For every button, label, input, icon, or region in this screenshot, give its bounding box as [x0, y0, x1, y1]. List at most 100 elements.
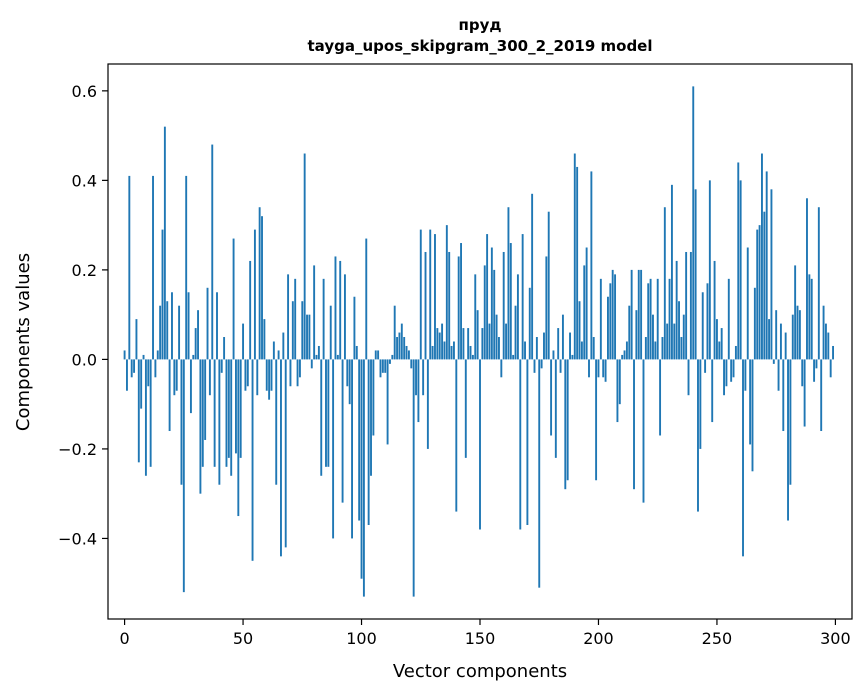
bar — [377, 350, 380, 360]
bar — [405, 345, 408, 360]
bar — [777, 359, 780, 391]
bar — [353, 296, 356, 360]
bar — [588, 359, 590, 378]
bar — [642, 359, 645, 503]
bar — [320, 359, 323, 476]
bar — [339, 260, 342, 360]
bar — [140, 359, 143, 409]
bar — [128, 175, 131, 360]
bar — [820, 359, 823, 432]
bar — [796, 305, 799, 360]
bar — [239, 359, 242, 458]
bar — [590, 171, 593, 360]
bar — [426, 359, 429, 449]
bar — [507, 207, 510, 360]
bar — [697, 359, 699, 512]
bar — [557, 328, 560, 360]
bar — [500, 359, 503, 378]
bar — [419, 229, 422, 360]
bar — [753, 287, 756, 360]
bar — [154, 359, 157, 378]
bar — [270, 359, 273, 391]
bar — [133, 359, 136, 373]
bar — [502, 251, 505, 360]
x-axis-label: Vector components — [393, 661, 567, 682]
bar — [761, 153, 763, 360]
bar — [182, 359, 185, 593]
bar — [618, 359, 621, 405]
bar — [263, 319, 266, 360]
bar — [211, 144, 214, 360]
bar — [194, 328, 197, 360]
bar — [630, 269, 633, 360]
x-tick-label: 0 — [119, 629, 129, 648]
bar — [720, 328, 723, 360]
bar — [666, 323, 669, 360]
bar — [604, 359, 607, 382]
bar — [464, 359, 467, 458]
bar — [652, 314, 654, 360]
bar — [230, 359, 233, 476]
bar — [763, 211, 766, 360]
bar — [374, 350, 377, 360]
x-tick-label: 300 — [820, 629, 851, 648]
bar — [749, 359, 752, 445]
bar — [744, 359, 747, 391]
bar — [715, 319, 718, 360]
y-tick-label: 0.2 — [72, 261, 97, 280]
bar — [313, 265, 316, 360]
bar — [218, 359, 221, 485]
bar — [571, 354, 574, 360]
bar — [367, 359, 370, 525]
bar — [663, 207, 666, 360]
bar — [365, 238, 368, 360]
bar — [370, 359, 372, 476]
bar — [832, 345, 834, 360]
bar — [533, 359, 536, 373]
bar — [602, 359, 605, 378]
bar — [336, 354, 339, 360]
bar — [623, 350, 626, 360]
bar — [668, 278, 671, 360]
bar — [322, 278, 325, 360]
bar — [564, 359, 567, 490]
bar — [794, 265, 797, 360]
bar — [647, 283, 650, 360]
chart-subtitle: tayga_upos_skipgram_300_2_2019 model — [308, 37, 653, 55]
bar — [213, 359, 216, 467]
bar — [130, 359, 133, 378]
bar — [173, 359, 176, 396]
bar — [403, 337, 406, 360]
bar — [163, 126, 166, 360]
y-tick-label: 0.6 — [72, 82, 97, 101]
bar — [199, 359, 202, 494]
bar — [490, 247, 493, 360]
bar — [372, 359, 375, 436]
bar — [175, 359, 178, 391]
bar — [362, 359, 365, 597]
bar — [514, 305, 517, 360]
x-tick-label: 200 — [583, 629, 614, 648]
bar — [294, 278, 297, 360]
bar — [673, 323, 676, 360]
bar — [156, 350, 159, 360]
bar — [232, 238, 235, 360]
bar — [758, 225, 761, 360]
bar — [787, 359, 789, 521]
bar — [813, 359, 816, 382]
bar — [242, 323, 245, 360]
bar — [434, 234, 436, 360]
bar — [585, 247, 588, 360]
bar — [815, 359, 818, 369]
bar — [246, 359, 249, 387]
bar — [204, 359, 207, 440]
bar — [808, 274, 811, 360]
bar — [389, 359, 391, 364]
bar — [528, 287, 531, 360]
bar — [614, 274, 617, 360]
bar — [476, 310, 479, 360]
bar — [208, 359, 211, 396]
bar — [280, 359, 282, 557]
bar — [810, 278, 813, 360]
bar — [123, 350, 126, 360]
